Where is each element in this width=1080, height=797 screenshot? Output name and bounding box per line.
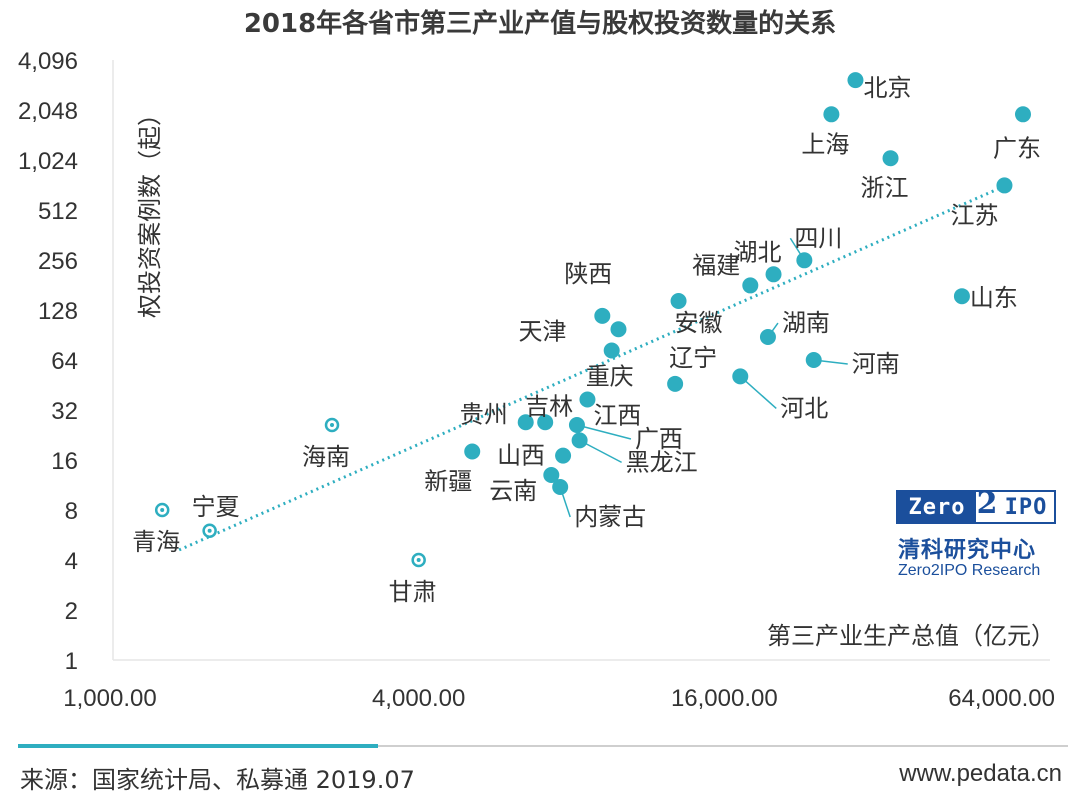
point-label: 福建 bbox=[692, 251, 740, 279]
point-label: 江西 bbox=[593, 402, 641, 430]
point-label: 河北 bbox=[780, 394, 828, 422]
point-label: 山西 bbox=[497, 442, 545, 470]
logo-two-text: 2 bbox=[976, 486, 998, 521]
logo-zero-text: Zero bbox=[898, 492, 976, 522]
point-label: 河南 bbox=[852, 350, 900, 378]
point-label: 海南 bbox=[302, 443, 350, 471]
point-label: 陕西 bbox=[564, 260, 612, 288]
y-tick-label: 8 bbox=[65, 498, 78, 525]
point-label: 浙江 bbox=[861, 174, 909, 202]
data-point-marker bbox=[765, 266, 782, 283]
x-axis-label: 第三产业生产总值（亿元） bbox=[767, 622, 1055, 650]
data-point-marker bbox=[742, 277, 759, 294]
y-tick-label: 1,024 bbox=[18, 148, 78, 175]
data-point-marker bbox=[953, 288, 970, 305]
data-point-marker bbox=[464, 443, 481, 460]
point-label: 湖北 bbox=[734, 238, 782, 266]
x-tick-label: 4,000.00 bbox=[372, 685, 465, 712]
footer-accent-bar bbox=[18, 744, 378, 748]
label-leader-line bbox=[576, 424, 632, 440]
logo-chinese-name: 清科研究中心 bbox=[898, 538, 1037, 563]
data-point-marker bbox=[579, 391, 596, 408]
y-tick-label: 2,048 bbox=[18, 98, 78, 125]
y-tick-label: 32 bbox=[51, 398, 78, 425]
point-label: 江苏 bbox=[950, 201, 998, 229]
point-label: 山东 bbox=[970, 284, 1018, 312]
data-point-marker-core bbox=[160, 508, 165, 512]
data-point-marker bbox=[732, 368, 749, 385]
data-point-marker bbox=[543, 466, 560, 483]
data-point-marker bbox=[667, 375, 684, 392]
point-label: 黑龙江 bbox=[626, 448, 698, 476]
point-label: 广东 bbox=[993, 134, 1041, 162]
point-label: 四川 bbox=[794, 224, 842, 252]
y-tick-label: 1 bbox=[65, 648, 78, 675]
point-label: 贵州 bbox=[460, 400, 508, 428]
data-points bbox=[154, 72, 1031, 568]
data-point-marker bbox=[568, 416, 585, 433]
x-tick-label: 16,000.00 bbox=[671, 685, 778, 712]
y-tick-label: 256 bbox=[38, 248, 78, 275]
data-point-marker bbox=[594, 307, 611, 324]
chart-title: 2018年各省市第三产业产值与股权投资数量的关系 bbox=[244, 8, 836, 39]
data-point-marker bbox=[670, 293, 687, 310]
data-point-marker bbox=[571, 432, 588, 449]
x-tick-label: 64,000.00 bbox=[948, 685, 1055, 712]
point-label: 云南 bbox=[489, 477, 537, 505]
data-point-marker bbox=[610, 321, 627, 338]
data-point-marker bbox=[603, 342, 620, 359]
data-point-marker bbox=[823, 106, 840, 123]
point-label: 宁夏 bbox=[192, 493, 240, 521]
label-leader-line bbox=[739, 375, 777, 409]
website-link[interactable]: www.pedata.cn bbox=[899, 760, 1062, 787]
data-point-marker-core bbox=[416, 558, 421, 562]
point-label: 重庆 bbox=[586, 363, 634, 391]
point-label: 广西 bbox=[635, 425, 683, 453]
trend-line bbox=[178, 183, 1009, 552]
y-tick-label: 128 bbox=[38, 298, 78, 325]
source-note: 来源：国家统计局、私募通 2019.07 bbox=[20, 766, 415, 794]
y-tick-label: 4,096 bbox=[18, 48, 78, 75]
point-label: 安徽 bbox=[675, 309, 723, 337]
data-point-marker bbox=[847, 72, 864, 89]
point-label: 湖南 bbox=[782, 309, 830, 337]
point-label: 天津 bbox=[518, 317, 566, 345]
logo-english-name: Zero2IPO Research bbox=[898, 562, 1041, 579]
y-tick-label: 16 bbox=[51, 448, 78, 475]
y-tick-label: 4 bbox=[65, 548, 78, 575]
point-label: 辽宁 bbox=[669, 344, 717, 372]
data-point-marker bbox=[882, 150, 899, 167]
point-label: 内蒙古 bbox=[574, 503, 646, 531]
data-point-marker bbox=[552, 479, 569, 496]
data-point-marker bbox=[759, 329, 776, 346]
data-point-marker bbox=[796, 252, 813, 269]
data-point-marker-core bbox=[207, 528, 212, 533]
point-label: 吉林 bbox=[525, 392, 573, 420]
y-tick-label: 512 bbox=[38, 198, 78, 225]
y-tick-label: 2 bbox=[65, 598, 78, 625]
y-tick-label: 64 bbox=[51, 348, 78, 375]
data-point-marker bbox=[537, 414, 554, 431]
data-point-marker bbox=[1014, 106, 1031, 123]
footer-rule bbox=[378, 745, 1068, 747]
point-label: 上海 bbox=[801, 130, 849, 158]
data-point-marker-core bbox=[330, 422, 335, 427]
point-label: 青海 bbox=[132, 528, 180, 556]
point-label: 甘肃 bbox=[389, 578, 437, 606]
zero2ipo-logo: Zero 2 IPO 清科研究中心 Zero2IPO Research bbox=[896, 486, 1058, 585]
data-point-marker bbox=[517, 414, 534, 431]
data-point-marker bbox=[555, 447, 572, 464]
y-axis-label: 权投资案例数（起） bbox=[136, 102, 164, 318]
x-tick-label: 1,000.00 bbox=[63, 685, 156, 712]
logo-box: Zero 2 IPO bbox=[896, 486, 1056, 524]
data-point-marker bbox=[996, 177, 1013, 194]
y-axis-ticks: 1 2 4 8 16 32 64 128 256 512 1,024 2,048 4,096 bbox=[18, 48, 78, 675]
logo-ipo-text: IPO bbox=[1004, 494, 1048, 520]
x-axis-ticks: 1,000.00 4,000.00 16,000.00 64,000.00 bbox=[63, 685, 1055, 712]
data-point-marker bbox=[805, 352, 822, 368]
point-label: 新疆 bbox=[424, 468, 472, 496]
point-label: 北京 bbox=[863, 74, 911, 102]
